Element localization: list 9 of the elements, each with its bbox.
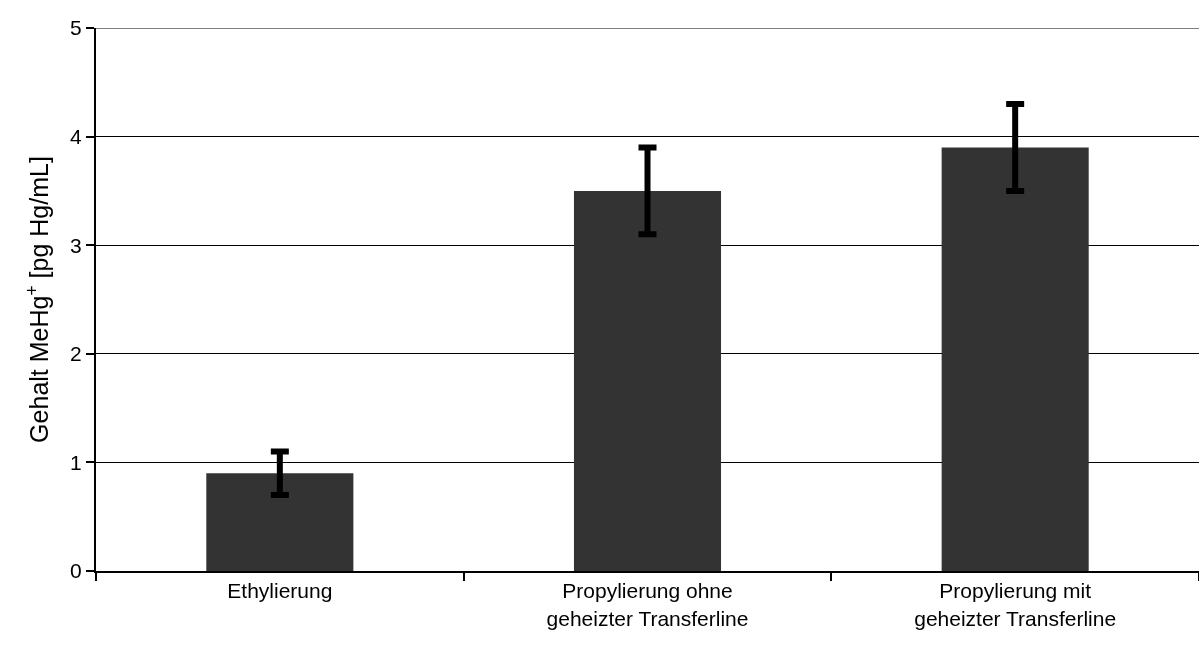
x-tick-label: Ethylierung xyxy=(227,579,333,603)
y-tick-label: 5 xyxy=(70,16,82,40)
y-tick-label: 2 xyxy=(70,342,82,366)
y-tick-label: 3 xyxy=(70,233,82,257)
x-tick-label: Propylierung ohne geheizter Transferline xyxy=(546,579,749,630)
y-tick-label: 1 xyxy=(70,450,82,474)
x-tick-label: Propylierung mit geheizter Transferline xyxy=(914,579,1117,630)
y-tick-label: 4 xyxy=(70,124,83,148)
y-tick-label: 0 xyxy=(70,559,82,583)
